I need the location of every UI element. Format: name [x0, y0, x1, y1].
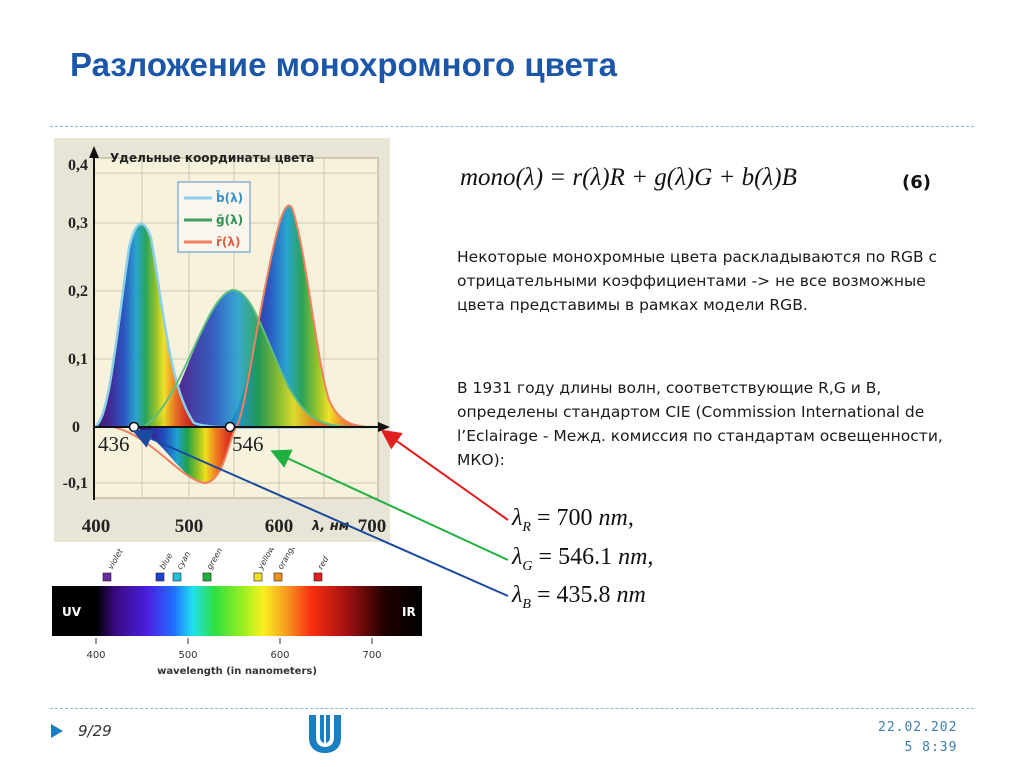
decomposition-formula: mono(λ) = r(λ)R + g(λ)G + b(λ)B — [460, 164, 797, 191]
label-orange: orange — [276, 548, 298, 571]
visible-spectrum: UV IR violet blue cyan green yellow oran… — [52, 548, 422, 677]
y-tick: 0,4 — [68, 157, 88, 174]
top-divider — [50, 126, 974, 127]
label-blue: blue — [158, 551, 174, 571]
lambda-green: λG = 546.1 nm, — [512, 544, 654, 574]
marker-436: 436 — [98, 432, 130, 456]
label-red: red — [316, 554, 331, 571]
label-green: green — [205, 548, 224, 571]
color-matching-graph: 436 546 Удельные координаты цвета 0,4 0,… — [54, 138, 390, 542]
spectrum-tick: 700 — [362, 650, 381, 661]
lambda-blue: λB = 435.8 nm — [512, 582, 646, 612]
spectrum-tick: 600 — [270, 650, 289, 661]
nav-arrow-icon[interactable] — [48, 722, 66, 740]
label-cyan: cyan — [175, 550, 192, 571]
spectrum-tick: 400 — [86, 650, 105, 661]
label-violet: violet — [106, 548, 125, 571]
spectrum-tick: 500 — [178, 650, 197, 661]
graph-title: Удельные координаты цвета — [110, 151, 314, 165]
x-tick: 500 — [175, 516, 204, 537]
y-tick: 0 — [72, 419, 80, 436]
uv-label: UV — [62, 605, 82, 619]
spectrum-axis-label: wavelength (in nanometers) — [157, 666, 317, 677]
y-tick: 0,2 — [68, 283, 88, 300]
university-logo-icon — [309, 715, 341, 753]
marker-546: 546 — [232, 432, 264, 456]
equation-number: (6) — [902, 172, 931, 193]
legend-r: r̄(λ) — [216, 235, 240, 249]
x-tick: 700 — [358, 516, 387, 537]
ir-label: IR — [402, 605, 416, 619]
label-yellow: yellow — [255, 548, 276, 572]
legend-g: ḡ(λ) — [216, 213, 243, 227]
y-tick: 0,1 — [68, 351, 88, 368]
y-tick: 0,3 — [68, 215, 88, 232]
paragraph-negative-coeffs: Некоторые монохромные цвета раскладывают… — [457, 248, 938, 314]
bottom-divider — [50, 708, 974, 709]
slide-date: 22.02.202 5 8:39 — [878, 720, 958, 755]
page-number: 9/29 — [78, 722, 112, 740]
x-unit: λ, нм — [311, 519, 350, 534]
slide-title: Разложение монохромного цвета — [70, 46, 617, 83]
x-tick: 600 — [265, 516, 294, 537]
paragraph-cie-standard: В 1931 году длины волн, соответствующие … — [457, 379, 943, 469]
legend-b: b̄(λ) — [216, 190, 243, 205]
lambda-red: λR = 700 nm, — [512, 505, 634, 535]
x-tick: 400 — [82, 516, 111, 537]
y-tick: -0,1 — [63, 475, 88, 492]
